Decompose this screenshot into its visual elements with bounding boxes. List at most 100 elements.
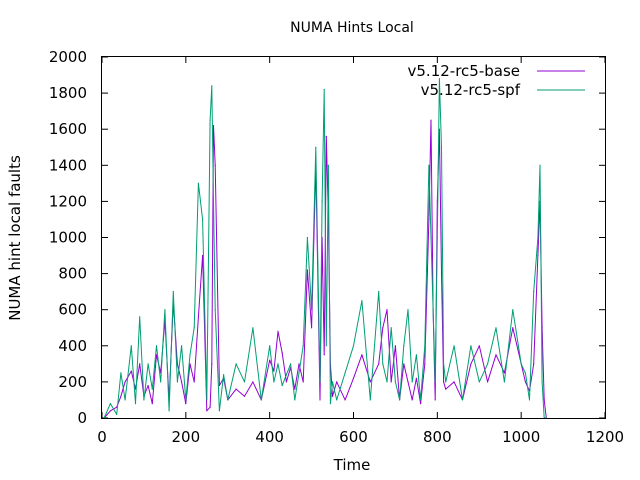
x-tick-label: 400 bbox=[255, 428, 284, 446]
data-point bbox=[109, 403, 111, 405]
legend-label: v5.12-rc5-spf bbox=[421, 81, 521, 99]
data-point bbox=[209, 119, 211, 121]
data-point bbox=[285, 381, 287, 383]
data-point bbox=[273, 370, 275, 372]
data-point bbox=[411, 381, 413, 383]
data-point bbox=[428, 218, 430, 220]
data-point bbox=[390, 327, 392, 329]
data-point bbox=[453, 345, 455, 347]
data-point bbox=[411, 399, 413, 401]
data-point bbox=[290, 363, 292, 365]
data-point bbox=[298, 363, 300, 365]
data-point bbox=[120, 372, 122, 374]
data-point bbox=[155, 354, 158, 356]
data-point bbox=[336, 399, 338, 401]
y-tick-label: 200 bbox=[58, 373, 87, 391]
data-point bbox=[315, 146, 317, 148]
data-point bbox=[281, 352, 283, 354]
data-point bbox=[438, 78, 440, 80]
data-point bbox=[440, 146, 443, 148]
data-point bbox=[352, 345, 355, 347]
data-point bbox=[212, 200, 215, 202]
data-point bbox=[382, 363, 384, 365]
data-point bbox=[461, 399, 464, 401]
data-point bbox=[252, 381, 254, 383]
data-point bbox=[285, 374, 287, 376]
chart-title: NUMA Hints Local bbox=[290, 20, 414, 36]
data-point bbox=[197, 316, 199, 318]
y-tick-label: 600 bbox=[58, 301, 87, 319]
data-point bbox=[361, 300, 363, 302]
data-point bbox=[524, 372, 527, 374]
data-point bbox=[277, 363, 279, 365]
x-tick-label: 1200 bbox=[586, 428, 624, 446]
data-point bbox=[512, 327, 514, 329]
data-point bbox=[415, 377, 417, 379]
data-point bbox=[537, 236, 539, 239]
data-point bbox=[386, 309, 388, 311]
data-point bbox=[120, 395, 122, 397]
data-point bbox=[124, 399, 126, 401]
data-point bbox=[424, 363, 426, 365]
data-point bbox=[537, 254, 539, 257]
x-tick-label: 1000 bbox=[502, 428, 540, 446]
data-point bbox=[160, 381, 162, 383]
data-point bbox=[311, 327, 313, 329]
data-point bbox=[172, 291, 174, 293]
data-point bbox=[181, 381, 183, 383]
data-point bbox=[197, 182, 199, 184]
data-point bbox=[533, 363, 535, 365]
legend-label: v5.12-rc5-base bbox=[408, 62, 521, 80]
data-point bbox=[394, 381, 396, 383]
y-tick-label: 1800 bbox=[49, 84, 87, 102]
data-point bbox=[206, 410, 208, 412]
data-point bbox=[487, 363, 489, 365]
data-point bbox=[403, 363, 405, 365]
data-point bbox=[503, 381, 505, 383]
data-point bbox=[130, 345, 132, 347]
data-point bbox=[185, 403, 187, 405]
data-point bbox=[415, 354, 417, 356]
data-point bbox=[143, 399, 145, 401]
x-axis-label: Time bbox=[333, 456, 371, 474]
data-point bbox=[124, 381, 126, 383]
axis-ticks: 0 200 400 600 800 1000 1200 0 200 400 600 800 1000 12… bbox=[49, 48, 624, 446]
data-point bbox=[323, 88, 325, 91]
data-point bbox=[420, 399, 422, 401]
data-point bbox=[311, 309, 313, 311]
data-point bbox=[211, 85, 213, 87]
data-point bbox=[302, 381, 304, 383]
y-tick-label: 400 bbox=[58, 337, 87, 355]
series-lines bbox=[103, 78, 547, 419]
data-point bbox=[520, 363, 522, 365]
y-tick-label: 2000 bbox=[49, 48, 87, 66]
data-point bbox=[235, 388, 237, 390]
data-point bbox=[528, 399, 531, 401]
data-point bbox=[235, 363, 237, 365]
data-point bbox=[420, 403, 422, 405]
data-point bbox=[428, 164, 430, 166]
plot-frame bbox=[101, 56, 606, 419]
data-point bbox=[407, 381, 409, 383]
data-point bbox=[434, 381, 436, 383]
data-point bbox=[306, 269, 308, 271]
data-point bbox=[211, 363, 213, 365]
data-point bbox=[302, 345, 304, 347]
data-point bbox=[176, 363, 178, 365]
data-point bbox=[227, 399, 229, 401]
data-point bbox=[321, 200, 323, 202]
data-point bbox=[134, 403, 137, 405]
data-point bbox=[470, 345, 472, 347]
data-point bbox=[294, 388, 296, 390]
data-point bbox=[212, 125, 215, 127]
data-point bbox=[495, 354, 497, 356]
data-point bbox=[399, 399, 401, 401]
x-tick-label: 800 bbox=[423, 428, 452, 446]
data-point bbox=[344, 399, 346, 401]
data-point bbox=[116, 413, 118, 415]
data-point bbox=[319, 381, 321, 383]
data-point bbox=[202, 254, 204, 257]
data-point bbox=[269, 345, 271, 347]
data-point bbox=[260, 399, 262, 401]
